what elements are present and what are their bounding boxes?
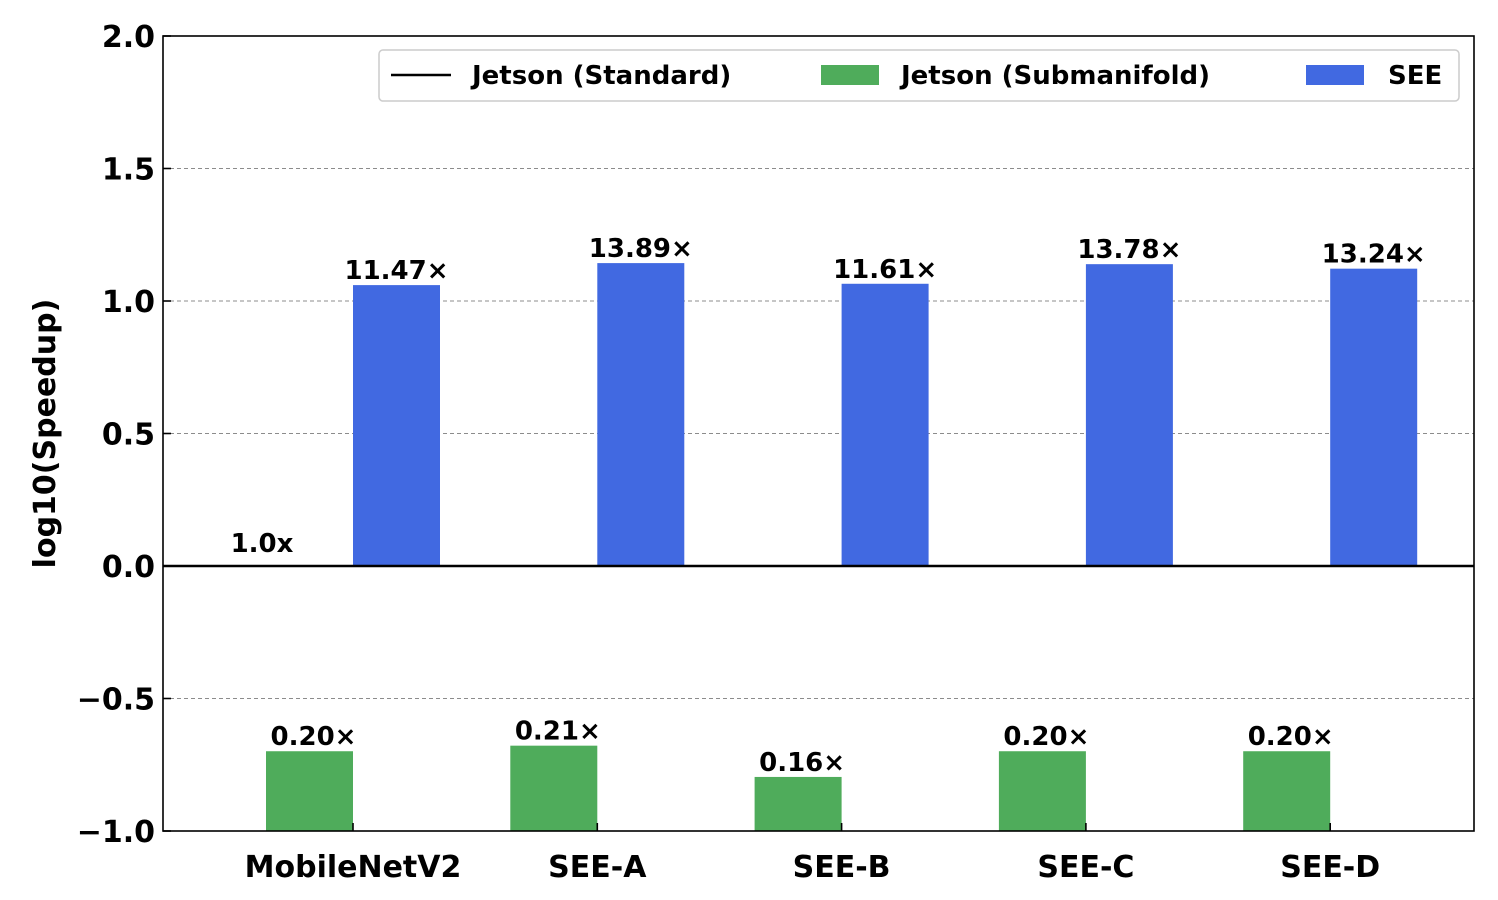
bar-submanifold-4 xyxy=(1243,751,1331,831)
x-tick-label-3: SEE-C xyxy=(1037,850,1134,885)
bar-see-0 xyxy=(353,285,440,566)
legend-swatch-submanifold xyxy=(821,65,879,85)
y-tick-label-4: 1.0 xyxy=(102,285,155,320)
bar-see-4 xyxy=(1330,268,1418,566)
bar-see-3 xyxy=(1085,264,1173,566)
bar-label-submanifold-2: 0.16× xyxy=(759,748,845,778)
bars: 0.20× 11.47× 0.21× 13.89× 0.16× 11.61× 0.20× 13… xyxy=(266,234,1426,831)
bar-submanifold-2 xyxy=(754,776,842,831)
axes: log10(Speedup) xyxy=(28,35,1475,832)
x-tick-label-2: SEE-B xyxy=(793,850,891,885)
bar-label-submanifold-1: 0.21× xyxy=(515,717,601,747)
y-axis-label: log10(Speedup) xyxy=(28,299,63,569)
bar-submanifold-0 xyxy=(266,751,353,831)
baseline-label: 1.0x xyxy=(231,529,294,559)
bar-label-submanifold-3: 0.20× xyxy=(1003,722,1089,752)
y-tick-label-0: −1.0 xyxy=(77,815,155,850)
x-tick-label-0: MobileNetV2 xyxy=(245,850,462,885)
legend-label-submanifold: Jetson (Submanifold) xyxy=(899,61,1210,91)
bar-label-submanifold-0: 0.20× xyxy=(271,722,357,752)
y-tick-label-5: 1.5 xyxy=(102,153,155,188)
bar-label-see-3: 13.78× xyxy=(1077,235,1181,265)
bar-see-1 xyxy=(597,263,685,566)
bar-see-2 xyxy=(841,283,929,566)
x-tick-label-4: SEE-D xyxy=(1280,850,1380,885)
bar-submanifold-1 xyxy=(510,745,598,831)
legend-box xyxy=(378,49,1460,102)
bar-label-see-1: 13.89× xyxy=(589,234,693,264)
legend-swatch-see xyxy=(1306,65,1364,85)
bar-label-see-4: 13.24× xyxy=(1322,240,1426,270)
y-tick-label-2: 0.0 xyxy=(102,550,155,585)
bar-label-submanifold-4: 0.20× xyxy=(1248,722,1334,752)
bar-label-see-2: 11.61× xyxy=(833,255,937,285)
bar-label-see-0: 11.47× xyxy=(344,256,448,286)
y-tick-label-3: 0.5 xyxy=(102,418,155,453)
ticks: −1.0 −0.5 0.0 0.5 1.0 1.5 2.0 MobileNetV2 SEE-A S… xyxy=(77,20,1380,885)
legend-label-baseline: Jetson (Standard) xyxy=(470,61,731,91)
y-tick-label-1: −0.5 xyxy=(77,683,155,718)
y-tick-label-6: 2.0 xyxy=(102,20,155,55)
bar-submanifold-3 xyxy=(998,751,1086,831)
legend-label-see: SEE xyxy=(1388,61,1442,91)
baseline: 1.0x xyxy=(163,529,1474,568)
x-tick-label-1: SEE-A xyxy=(548,850,647,885)
legend: Jetson (Standard) Jetson (Submanifold) S… xyxy=(378,49,1460,102)
